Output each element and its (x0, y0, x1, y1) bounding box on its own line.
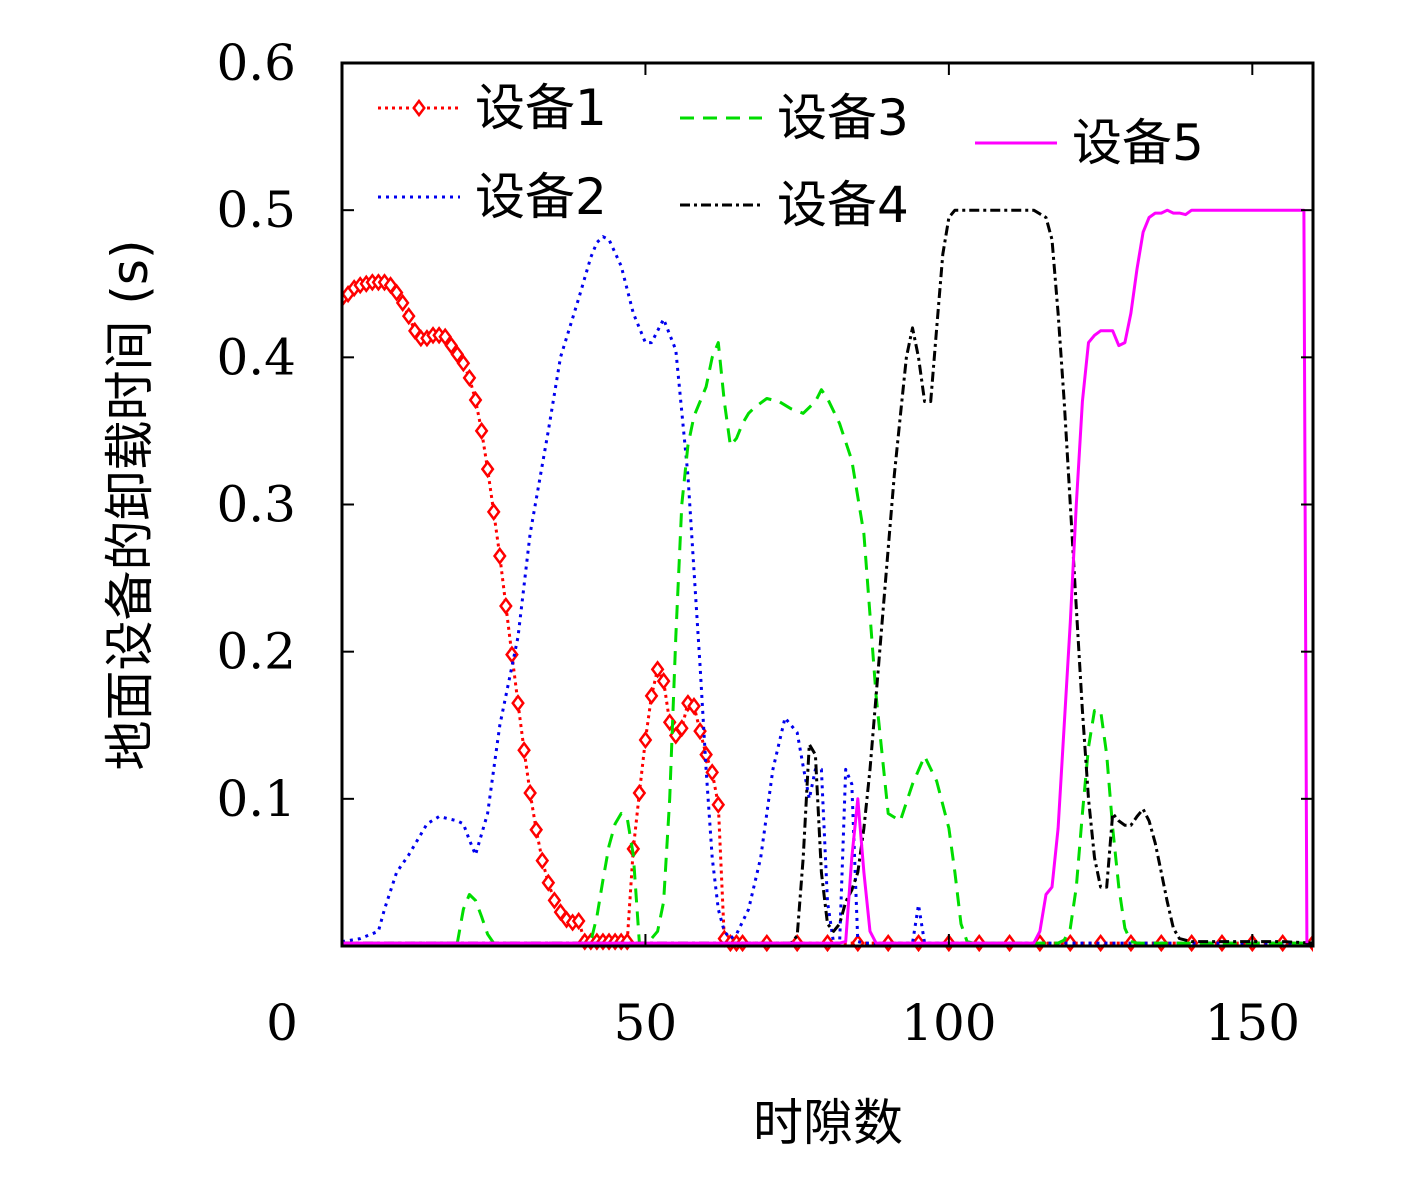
data-point (632, 783, 647, 803)
legend-label: 设备3 (777, 89, 909, 147)
series-line (342, 208, 1309, 945)
y-tick-label: 0.4 (216, 328, 296, 386)
y-tick-label: 0.2 (216, 623, 296, 681)
data-point (687, 697, 701, 716)
series-line (342, 208, 1313, 945)
legend-label: 设备4 (777, 176, 909, 234)
x-tick-label: 0 (266, 994, 298, 1052)
data-point (644, 686, 659, 705)
data-point (462, 368, 477, 388)
plot-frame (340, 61, 1315, 948)
data-point (541, 873, 556, 892)
tick-layer: 0 50 100 150 0.1 0.2 0.3 0.4 0.5 0.6 (216, 34, 1313, 1052)
data-point (638, 730, 653, 750)
series-line (342, 280, 1313, 945)
legend-item: 设备4 (680, 176, 909, 234)
legend: 设备1 设备2 设备3 设备4 设备5 (378, 79, 1204, 234)
data-point (468, 390, 483, 410)
legend-label: 设备1 (475, 79, 607, 137)
legend-label: 设备2 (475, 168, 607, 226)
series-line (342, 235, 1313, 945)
x-tick-label: 100 (901, 994, 996, 1052)
data-point (456, 354, 471, 373)
data-point (474, 421, 489, 441)
legend-item: 设备1 (378, 79, 607, 137)
legend-label: 设备5 (1072, 114, 1204, 172)
x-axis-title: 时隙数 (753, 1094, 903, 1152)
data-point (656, 672, 671, 691)
legend-marker (412, 98, 426, 118)
data-point (450, 345, 465, 364)
series-2 (342, 235, 1313, 945)
y-tick-label: 0.3 (216, 476, 296, 534)
data-point (438, 327, 452, 346)
data-point (517, 741, 531, 760)
data-point (547, 891, 562, 910)
y-tick-label: 0.1 (216, 770, 296, 828)
series-line (342, 341, 1313, 945)
data-point (511, 694, 525, 713)
series-4 (342, 208, 1313, 945)
data-point (523, 783, 537, 803)
data-point (1063, 933, 1078, 952)
data-point (529, 820, 544, 839)
series-layer (342, 208, 1313, 952)
y-tick-label: 0.5 (216, 181, 296, 239)
data-point (395, 293, 410, 312)
series-3 (342, 341, 1313, 945)
y-axis-title: 地面设备的卸载时间 (s) (101, 240, 159, 771)
data-point (444, 336, 459, 355)
data-point (480, 460, 495, 479)
legend-item: 设备2 (378, 168, 607, 226)
y-tick-label: 0.6 (216, 34, 296, 92)
data-point (662, 713, 677, 732)
legend-item: 设备3 (680, 89, 909, 147)
data-point (492, 546, 507, 566)
data-point (571, 911, 586, 931)
data-point (711, 795, 726, 814)
data-point (535, 851, 550, 870)
series-5 (342, 208, 1309, 945)
x-tick-label: 50 (614, 994, 678, 1052)
series-1 (342, 273, 1313, 952)
data-point (705, 763, 720, 782)
legend-item: 设备5 (975, 114, 1204, 172)
data-point (389, 283, 404, 302)
data-point (650, 660, 665, 679)
data-point (401, 307, 416, 326)
data-point (486, 502, 501, 521)
data-point (499, 596, 513, 616)
data-point (675, 719, 689, 738)
x-tick-label: 150 (1205, 994, 1300, 1052)
